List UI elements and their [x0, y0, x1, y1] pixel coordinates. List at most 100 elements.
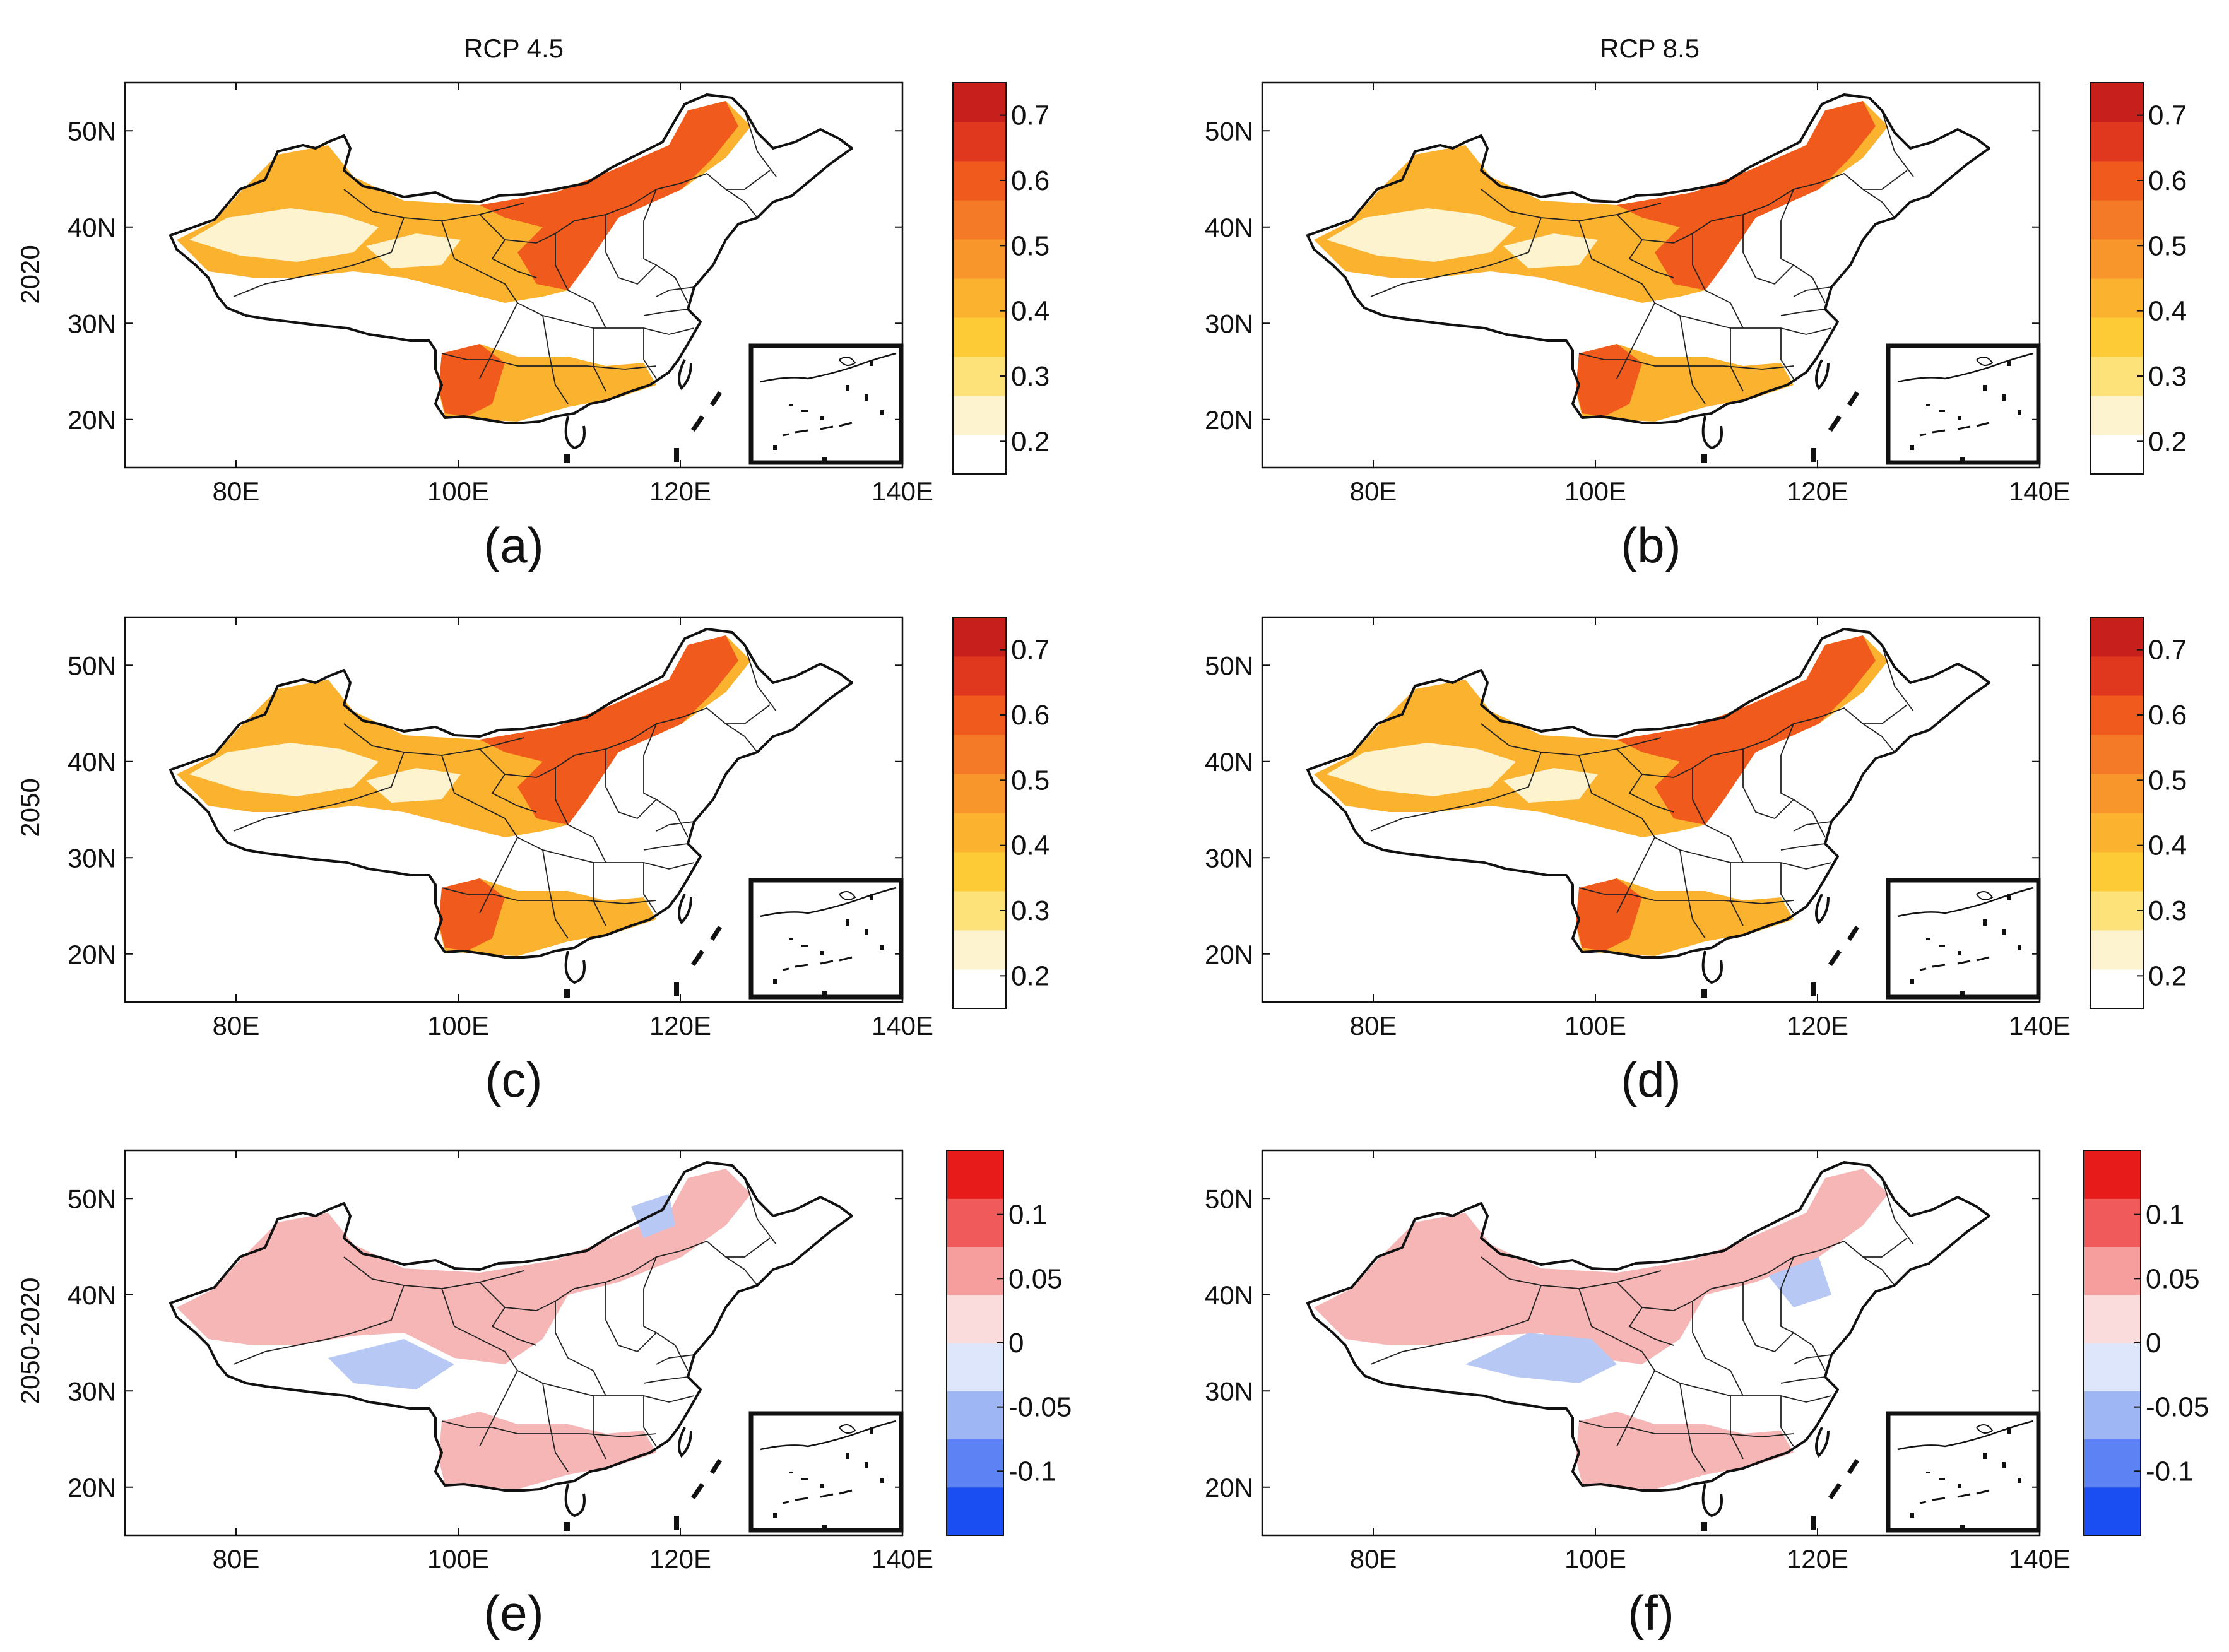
lon-tick-label: 80E	[213, 476, 260, 506]
diff-colorbar-tick-label: 0.05	[1008, 1263, 1063, 1294]
value-colorbar-swatch	[2090, 891, 2143, 931]
lon-tick-label: 100E	[1564, 1544, 1626, 1574]
south-china-sea-inset	[751, 346, 901, 463]
china-map	[1306, 93, 2038, 463]
lon-tick-label: 140E	[2009, 1011, 2071, 1041]
value-colorbar-swatch	[953, 774, 1006, 813]
diff-colorbar-tick-label: 0.1	[1008, 1200, 1047, 1230]
diff-colorbar-swatch	[947, 1439, 1003, 1488]
value-colorbar-swatch	[2090, 656, 2143, 696]
value-colorbar: 0.7 0.6 0.5 0.4 0.3 0.2	[952, 82, 1049, 475]
lat-tick-label: 30N	[1205, 1376, 1253, 1406]
diff-colorbar-swatch	[2084, 1391, 2141, 1439]
value-colorbar-swatch	[953, 396, 1006, 435]
diff-colorbar-swatch	[2084, 1487, 2141, 1536]
value-field-region	[480, 101, 738, 290]
lat-tick-label: 40N	[68, 213, 116, 242]
lon-tick-label: 80E	[1350, 1544, 1397, 1574]
diff-colorbar: 0.1 0.05 0 -0.05 -0.1	[946, 1150, 1072, 1536]
lat-tick-label: 50N	[1205, 1184, 1253, 1213]
value-colorbar-tick-label: 0.2	[2148, 960, 2187, 991]
value-colorbar-swatch	[2090, 396, 2143, 435]
lon-tick-label: 80E	[1350, 1011, 1397, 1041]
lon-tick-label: 100E	[1564, 476, 1626, 506]
value-colorbar-swatch	[953, 435, 1006, 475]
value-colorbar-tick-label: 0.7	[1011, 100, 1049, 131]
value-colorbar-tick-label: 0.2	[2148, 426, 2187, 457]
lon-tick-label: 80E	[213, 1544, 260, 1574]
diff-colorbar-swatch	[947, 1150, 1003, 1199]
diff-colorbar-swatch	[2084, 1150, 2141, 1199]
value-colorbar-swatch	[953, 891, 1006, 931]
value-colorbar-tick-label: 0.4	[2148, 830, 2187, 861]
value-colorbar-swatch	[2090, 200, 2143, 240]
lat-tick-label: 20N	[1205, 1473, 1253, 1502]
lat-tick-label: 50N	[1205, 651, 1253, 680]
value-colorbar-swatch	[953, 161, 1006, 201]
value-colorbar-swatch	[953, 83, 1006, 122]
value-colorbar-swatch	[2090, 852, 2143, 892]
value-colorbar-swatch	[953, 122, 1006, 162]
lat-tick-label: 50N	[1205, 116, 1253, 146]
panel-label: (e)	[483, 1585, 543, 1641]
diff-colorbar-swatch	[2084, 1246, 2141, 1295]
value-colorbar-swatch	[2090, 969, 2143, 1009]
value-colorbar: 0.7 0.6 0.5 0.4 0.3 0.2	[952, 617, 1049, 1009]
lat-tick-label: 20N	[68, 1473, 116, 1502]
map-panel-f: 50N 40N 30N 20N 80E 100E 120E 140E (f)	[1205, 1149, 2071, 1641]
value-field-region	[189, 743, 379, 796]
value-colorbar: 0.7 0.6 0.5 0.4 0.3 0.2	[2090, 82, 2187, 475]
value-colorbar-swatch	[953, 930, 1006, 970]
panel-label: (f)	[1628, 1585, 1674, 1641]
value-colorbar-tick-label: 0.5	[1011, 230, 1049, 261]
value-field-region	[1503, 233, 1598, 268]
lon-tick-label: 100E	[427, 476, 489, 506]
diff-colorbar-swatch	[947, 1294, 1003, 1343]
value-colorbar-swatch	[2090, 435, 2143, 475]
value-colorbar-swatch	[953, 695, 1006, 735]
value-colorbar-tick-label: 0.7	[2148, 635, 2187, 666]
row-label-2050: 2050	[15, 778, 45, 837]
value-colorbar-swatch	[2090, 774, 2143, 813]
value-colorbar-swatch	[953, 239, 1006, 279]
change-field-region	[439, 1412, 656, 1489]
value-colorbar-frame	[952, 82, 1007, 475]
china-map	[1306, 628, 2038, 998]
lon-tick-label: 140E	[2009, 476, 2071, 506]
lat-tick-label: 30N	[1205, 309, 1253, 338]
value-colorbar-swatch	[953, 656, 1006, 696]
value-colorbar-tick-label: 0.5	[1011, 765, 1049, 796]
diff-colorbar-tick-label: -0.05	[2146, 1392, 2209, 1423]
change-field-region	[1314, 1169, 1888, 1364]
value-colorbar-swatch	[2090, 122, 2143, 162]
lon-tick-label: 120E	[649, 1011, 711, 1041]
value-field-region	[480, 635, 738, 825]
lon-tick-label: 80E	[1350, 476, 1397, 506]
value-colorbar-tick-label: 0.7	[2148, 100, 2187, 131]
value-field-region	[1617, 101, 1876, 290]
china-map	[169, 93, 901, 463]
value-colorbar-swatch	[2090, 813, 2143, 853]
value-colorbar-swatch	[2090, 930, 2143, 970]
value-colorbar-swatch	[953, 617, 1006, 657]
change-field-region	[177, 1169, 751, 1364]
map-panel-e: 50N 40N 30N 20N 80E 100E 120E 140E (e)	[68, 1149, 933, 1641]
lon-tick-label: 140E	[872, 476, 933, 506]
lon-tick-label: 100E	[427, 1011, 489, 1041]
diff-colorbar-swatch	[2084, 1343, 2141, 1391]
diff-colorbar-tick-label: 0	[2146, 1328, 2161, 1359]
lat-tick-label: 30N	[68, 843, 116, 873]
change-field-region	[1768, 1257, 1831, 1307]
value-colorbar-swatch	[953, 357, 1006, 396]
change-field-region	[1465, 1333, 1617, 1383]
lat-tick-label: 30N	[68, 1376, 116, 1406]
value-colorbar-tick-label: 0.6	[2148, 700, 2187, 731]
lat-tick-label: 40N	[1205, 1280, 1253, 1310]
lon-tick-label: 120E	[1787, 1011, 1848, 1041]
lat-tick-label: 20N	[68, 405, 116, 435]
diff-colorbar-swatch	[2084, 1198, 2141, 1247]
lon-tick-label: 120E	[1787, 476, 1848, 506]
value-colorbar-frame	[952, 617, 1007, 1009]
value-colorbar: 0.7 0.6 0.5 0.4 0.3 0.2	[2090, 617, 2187, 1009]
value-field-region	[1503, 768, 1598, 803]
